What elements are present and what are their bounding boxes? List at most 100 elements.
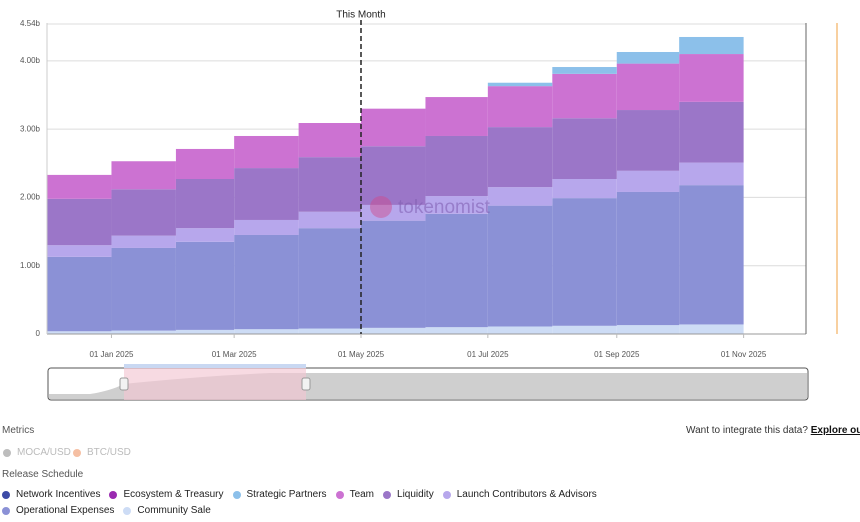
area-step <box>298 123 361 158</box>
area-step <box>111 247 176 331</box>
area-step <box>360 146 426 205</box>
legend-item[interactable]: Ecosystem & Treasury <box>109 489 224 500</box>
metric[interactable]: BTC/USD <box>73 447 131 458</box>
chart: 0 1.00b 2.00b 3.00b 4.00b 4.54b 01 Jan 2025 01 … <box>20 10 838 401</box>
integrate-question: Want to integrate this data? <box>686 425 808 436</box>
area-step <box>616 325 680 334</box>
area-step <box>425 97 488 136</box>
area-step <box>616 191 680 326</box>
area-step <box>47 174 112 199</box>
x-tick-label: 01 Jul 2025 <box>467 350 509 359</box>
area-step <box>47 256 112 332</box>
y-tick-label: 4.00b <box>20 56 41 65</box>
area-step <box>360 220 426 328</box>
navigator-bar <box>124 364 306 368</box>
legend-item[interactable]: Operational Expenses <box>2 505 114 516</box>
area-step <box>552 179 617 199</box>
area-step <box>487 127 553 188</box>
legend-item[interactable]: Liquidity <box>383 489 434 500</box>
y-tick-label: 3.00b <box>20 124 41 133</box>
area-step <box>360 204 426 221</box>
area-step <box>47 331 112 334</box>
y-tick-label: 4.54b <box>20 19 41 28</box>
navigator-handle[interactable] <box>301 377 311 391</box>
metric-label: BTC/USD <box>87 447 131 458</box>
area-step <box>360 108 426 147</box>
area-step <box>298 228 361 329</box>
legend-label: Network Incentives <box>16 489 101 500</box>
legend-item[interactable]: Launch Contributors & Advisors <box>442 489 597 500</box>
legend-label: Launch Contributors & Advisors <box>456 489 597 500</box>
area-step <box>552 67 617 74</box>
area-step <box>487 86 553 128</box>
area-step <box>175 241 235 330</box>
area-step <box>552 73 617 119</box>
area-step <box>47 198 112 246</box>
legend-swatch <box>123 506 132 515</box>
metric-label: MOCA/USD <box>17 447 71 458</box>
area-step <box>552 198 617 326</box>
area-step <box>552 118 617 179</box>
legend-swatch <box>2 490 10 499</box>
x-tick-label: 01 Mar 2025 <box>212 350 257 359</box>
area-step <box>111 235 176 248</box>
area-step <box>679 54 744 102</box>
area-step <box>234 135 299 169</box>
marker-label: This Month <box>336 10 385 21</box>
area-step <box>425 196 488 214</box>
area-step <box>679 162 744 186</box>
area-step <box>111 189 176 236</box>
area-step <box>487 326 553 334</box>
legend-item[interactable]: Network Incentives <box>2 489 100 500</box>
x-tick-label: 01 May 2025 <box>338 350 385 359</box>
area-step <box>616 110 680 171</box>
api-link[interactable]: Explore our API <box>810 425 860 436</box>
area-step <box>679 101 744 163</box>
area-step <box>175 228 235 242</box>
navigator[interactable] <box>47 364 809 401</box>
legend-label: Community Sale <box>137 505 211 516</box>
legend-swatch <box>232 490 241 499</box>
legend: Network Incentives Ecosystem & Treasury St… <box>2 489 702 516</box>
area-step <box>487 82 553 87</box>
legend-item[interactable]: Community Sale <box>123 505 211 516</box>
integrate-text: Want to integrate this data? Explore our… <box>686 425 860 436</box>
area-step <box>679 324 744 334</box>
area-step <box>616 63 680 111</box>
area-step <box>679 36 744 55</box>
area-step <box>425 135 488 197</box>
legend-swatch <box>383 490 392 499</box>
area-step <box>175 179 235 229</box>
legend-item[interactable]: Strategic Partners <box>232 489 327 500</box>
legend-swatch <box>109 490 118 499</box>
area-step <box>234 168 299 220</box>
metrics-label: Metrics <box>2 425 35 436</box>
area-step <box>552 325 617 334</box>
legend-label: Operational Expenses <box>16 505 115 516</box>
y-tick-label: 2.00b <box>20 193 41 202</box>
area-step <box>234 234 299 330</box>
area-step <box>298 328 361 334</box>
area-step <box>487 205 553 327</box>
legend-label: Team <box>349 489 375 500</box>
watermark: tokenomist <box>398 197 491 218</box>
area-step <box>616 170 680 192</box>
metric[interactable]: MOCA/USD <box>3 447 71 458</box>
legend-swatch <box>442 490 451 499</box>
watermark-logo <box>370 196 392 218</box>
legend-swatch <box>335 490 344 499</box>
area-step <box>234 219 299 235</box>
legend-label: Strategic Partners <box>246 489 327 500</box>
area-step <box>175 148 235 179</box>
area-step <box>175 329 235 334</box>
x-tick-label: 01 Sep 2025 <box>594 350 640 359</box>
area-step <box>487 187 553 206</box>
navigator-window[interactable] <box>124 364 306 400</box>
area-step <box>234 329 299 334</box>
legend-label: Liquidity <box>397 489 434 500</box>
area-step <box>47 245 112 257</box>
legend-swatch <box>2 506 10 515</box>
legend-item[interactable]: Team <box>335 489 375 500</box>
navigator-handle[interactable] <box>119 377 129 391</box>
area-step <box>298 157 361 212</box>
